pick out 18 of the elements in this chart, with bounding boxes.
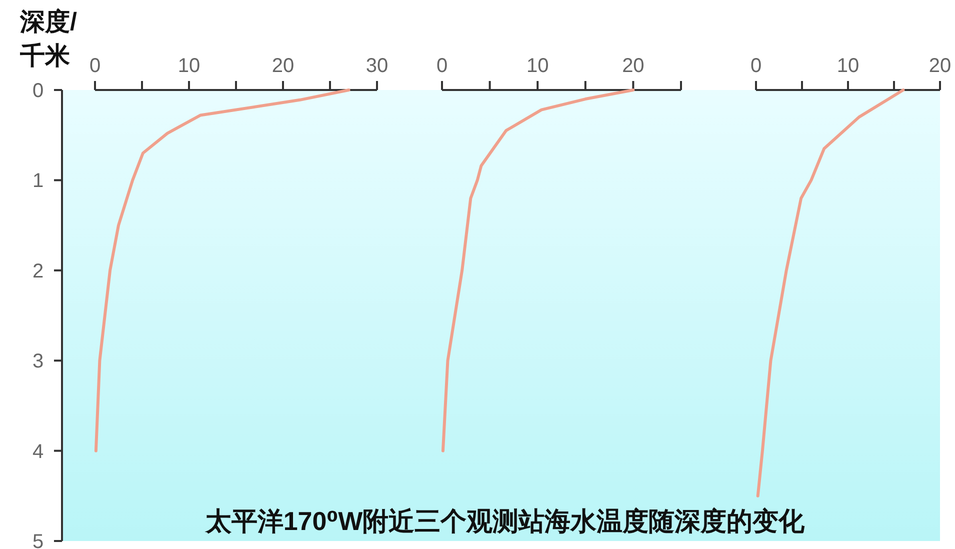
x-tick-label: 10 xyxy=(836,55,860,77)
x-tick-label: 10 xyxy=(526,55,549,77)
x-tick-label: 20 xyxy=(622,55,644,77)
y-axis-title: 深度/千米 xyxy=(19,8,77,70)
x-tick-label: 0 xyxy=(436,55,448,77)
x-tick-label: 0 xyxy=(89,55,101,77)
x-tick-label: 0 xyxy=(750,55,762,77)
y-tick-label: 3 xyxy=(32,350,44,373)
x-tick-label: 20 xyxy=(272,55,294,77)
y-tick-label: 2 xyxy=(32,260,44,282)
y-tick-label: 4 xyxy=(32,440,44,463)
text: 太平洋170⁰W附近三个观测站海水温度随深度的变化 xyxy=(204,506,806,536)
y-tick-label: 5 xyxy=(32,531,44,549)
x-tick-label: 10 xyxy=(178,55,200,77)
x-tick-label: 20 xyxy=(928,55,952,77)
x-tick-label: 30 xyxy=(366,55,388,77)
y-tick-label: 1 xyxy=(32,170,44,192)
y-tick-label: 0 xyxy=(32,80,44,102)
